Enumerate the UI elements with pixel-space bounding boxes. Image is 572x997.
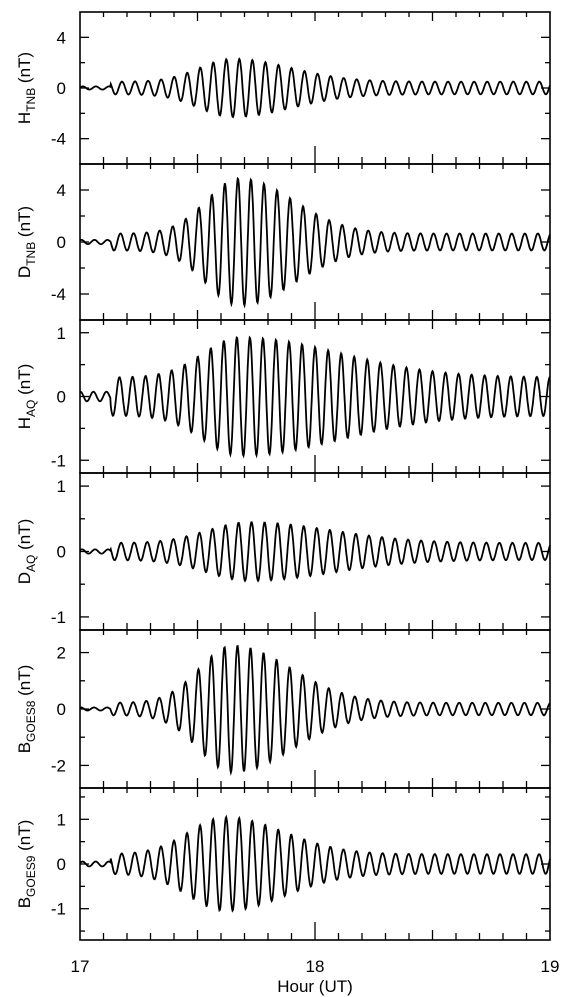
series-line-haq xyxy=(79,335,551,459)
chart-panels: 4 0 -4 HTNB (nT) 4 0 -4 DTNB (nT) 1 0 -1 HAQ (nT) 1 0… xyxy=(15,11,551,941)
y-tick-label: -4 xyxy=(51,130,66,149)
panel-1: 4 0 -4 HTNB (nT) xyxy=(15,11,551,165)
y-tick-label: 1 xyxy=(57,477,66,496)
x-tick-label-19: 19 xyxy=(541,957,560,976)
series-line-daq xyxy=(79,521,551,583)
y-tick-label: -2 xyxy=(51,756,66,775)
series-line-dtnb xyxy=(79,176,551,309)
x-tick-label-17: 17 xyxy=(71,957,90,976)
series-line-bgoes8 xyxy=(79,644,551,776)
x-axis-title: Hour (UT) xyxy=(277,977,353,996)
panel-5: 2 0 -2 BGOES8 (nT) xyxy=(15,629,551,789)
y-tick-label: 0 xyxy=(57,233,66,252)
y-tick-label: 1 xyxy=(57,324,66,343)
series-line-bgoes9 xyxy=(79,814,551,913)
y-tick-label: 2 xyxy=(57,644,66,663)
y-axis-title: HAQ (nT) xyxy=(15,364,38,430)
panel-frame xyxy=(79,319,551,474)
x-tick-label-18: 18 xyxy=(306,957,325,976)
y-tick-label: -1 xyxy=(51,608,66,627)
y-tick-label: 0 xyxy=(57,388,66,407)
y-axis-title: BGOES9 (nT) xyxy=(15,820,38,909)
y-axis-title: BGOES8 (nT) xyxy=(15,665,38,754)
y-tick-label: 4 xyxy=(57,28,66,47)
y-tick-label: -1 xyxy=(51,451,66,470)
y-tick-label: -1 xyxy=(51,900,66,919)
panel-3: 1 0 -1 HAQ (nT) xyxy=(15,319,551,474)
y-tick-label: 0 xyxy=(57,79,66,98)
y-tick-label: 4 xyxy=(57,181,66,200)
y-tick-label: -4 xyxy=(51,285,66,304)
panel-frame xyxy=(79,629,551,789)
y-axis-title: DAQ (nT) xyxy=(15,519,38,585)
panel-6: 1 0 -1 BGOES9 (nT) xyxy=(15,787,551,941)
y-tick-label: 0 xyxy=(57,700,66,719)
series-line-htnb xyxy=(79,57,551,119)
y-tick-label: 1 xyxy=(57,810,66,829)
x-axis: 17 18 19 Hour (UT) xyxy=(71,957,560,996)
y-tick-label: 0 xyxy=(57,855,66,874)
y-axis-title: DTNB (nT) xyxy=(15,206,38,278)
panel-2: 4 0 -4 DTNB (nT) xyxy=(15,163,551,321)
y-tick-label: 0 xyxy=(57,543,66,562)
panel-4: 1 0 -1 DAQ (nT) xyxy=(15,472,551,631)
y-axis-title: HTNB (nT) xyxy=(15,52,38,124)
